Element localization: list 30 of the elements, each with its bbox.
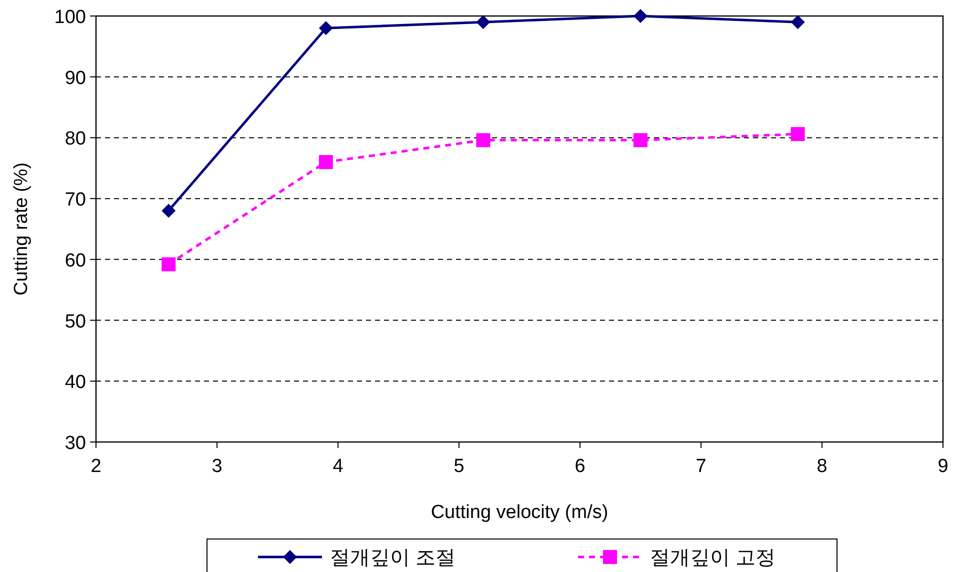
x-tick-label: 8 [816,456,828,477]
y-tick-label: 70 [64,190,86,211]
point [476,133,490,148]
y-tick-label: 40 [64,372,86,394]
y-tick-label: 80 [64,128,86,150]
point [790,15,805,30]
legend-label: 절개깊이 조절 [330,547,456,569]
x-tick-label: 9 [938,456,948,477]
y-tick-label: 30 [64,433,86,454]
point [790,127,805,142]
point [634,9,648,23]
y-axis-title: Cutting rate (%) [11,162,32,296]
point [476,15,490,30]
point [318,21,333,36]
y-tick-label: 50 [64,311,86,332]
point [318,155,333,170]
point [162,204,176,218]
x-tick-label: 5 [454,456,464,477]
point [162,257,176,272]
x-tick-label: 3 [212,456,222,477]
x-axis-title: Cutting velocity (m/s) [430,502,608,523]
point [634,133,648,148]
y-tick-label: 100 [54,7,86,28]
x-tick-label: 6 [574,456,586,477]
x-tick-label: 2 [90,456,102,477]
legend-label: 절개깊이 고정 [650,547,776,569]
y-tick-label: 90 [64,68,86,89]
x-tick-label: 4 [332,456,344,477]
y-tick-label: 60 [64,250,86,272]
x-tick-label: 7 [696,456,706,477]
